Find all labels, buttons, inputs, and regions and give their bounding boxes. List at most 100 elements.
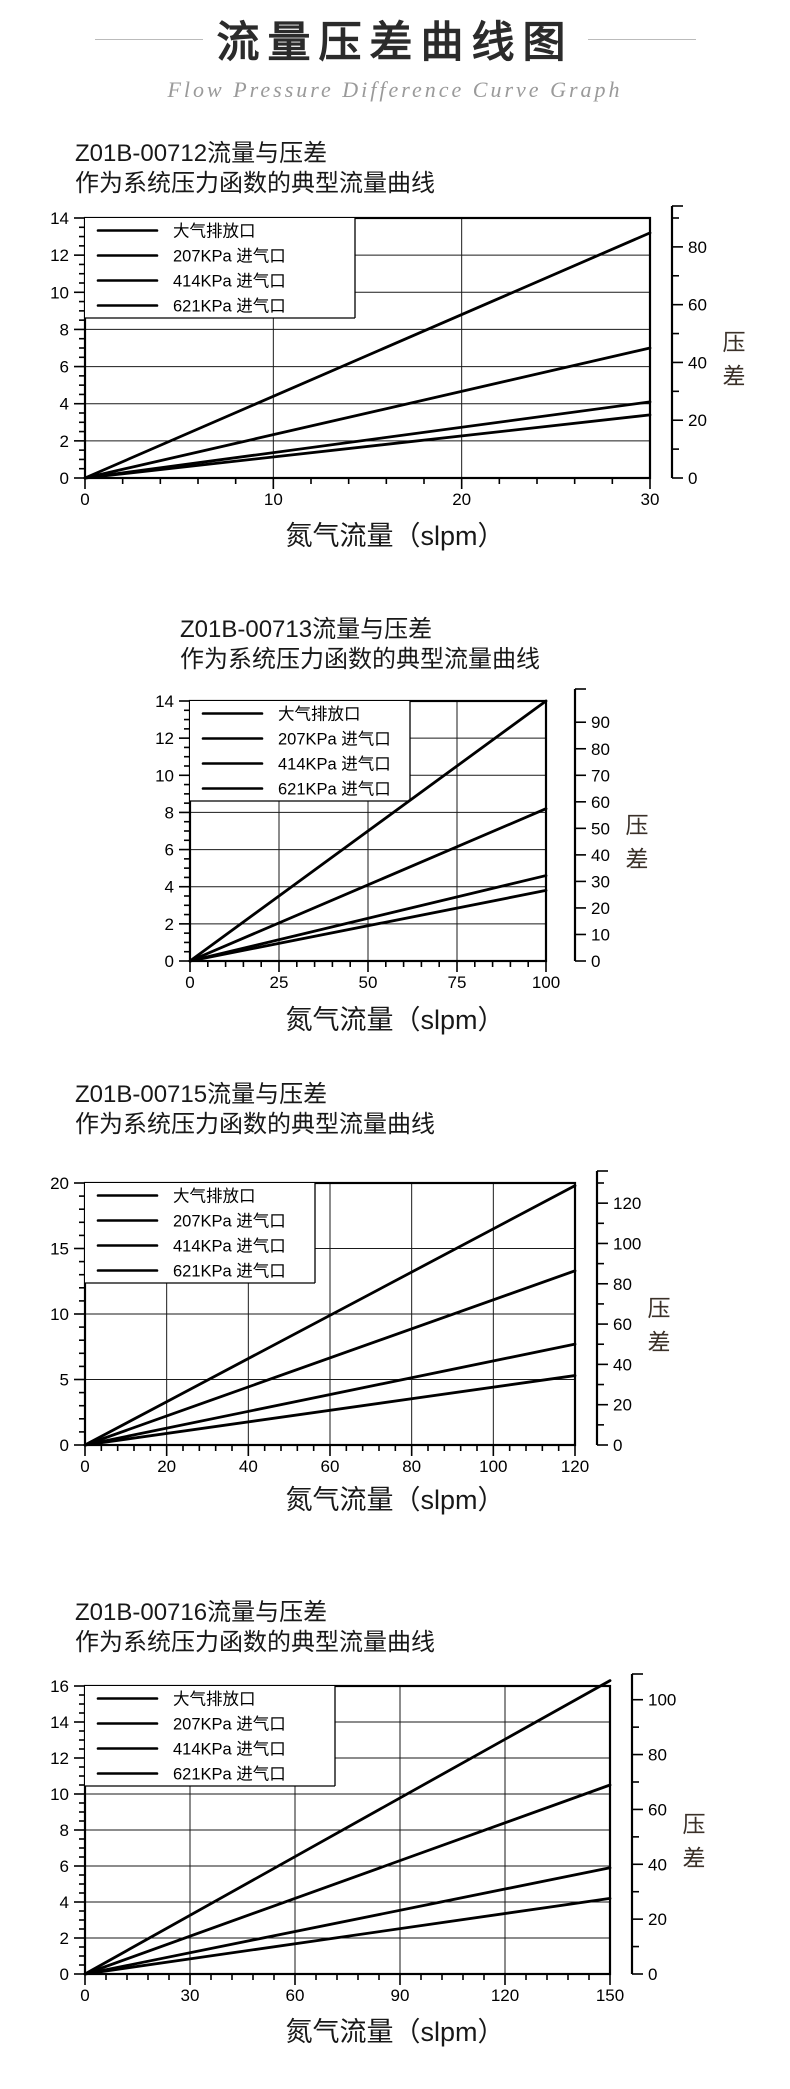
- svg-text:差: 差: [723, 363, 746, 389]
- svg-text:压: 压: [683, 1811, 706, 1837]
- svg-text:5: 5: [60, 1371, 69, 1390]
- svg-text:120: 120: [561, 1457, 589, 1476]
- svg-text:100: 100: [479, 1457, 507, 1476]
- svg-text:0: 0: [185, 973, 194, 992]
- svg-text:414KPa 进气口: 414KPa 进气口: [173, 272, 286, 291]
- svg-text:40: 40: [239, 1457, 258, 1476]
- svg-text:差: 差: [626, 846, 649, 872]
- svg-text:621KPa 进气口: 621KPa 进气口: [173, 1765, 286, 1784]
- svg-text:30: 30: [591, 872, 610, 891]
- svg-text:120: 120: [491, 1986, 519, 2005]
- svg-text:0: 0: [591, 952, 600, 971]
- svg-text:90: 90: [391, 1986, 410, 2005]
- svg-text:60: 60: [591, 793, 610, 812]
- svg-text:2: 2: [60, 1929, 69, 1948]
- svg-text:80: 80: [648, 1746, 667, 1765]
- svg-text:80: 80: [591, 740, 610, 759]
- svg-text:压: 压: [648, 1295, 671, 1321]
- svg-text:414KPa 进气口: 414KPa 进气口: [173, 1740, 286, 1759]
- svg-text:100: 100: [532, 973, 560, 992]
- svg-text:15: 15: [50, 1240, 69, 1259]
- svg-text:10: 10: [50, 283, 69, 302]
- svg-text:大气排放口: 大气排放口: [173, 1690, 256, 1709]
- svg-text:大气排放口: 大气排放口: [278, 705, 361, 724]
- svg-text:20: 20: [648, 1910, 667, 1929]
- svg-text:0: 0: [688, 469, 697, 488]
- svg-text:压: 压: [723, 329, 746, 355]
- svg-text:16: 16: [50, 1677, 69, 1696]
- svg-text:8: 8: [60, 320, 69, 339]
- svg-text:压: 压: [626, 812, 649, 838]
- svg-text:2: 2: [60, 432, 69, 451]
- svg-text:大气排放口: 大气排放口: [173, 222, 256, 241]
- svg-text:4: 4: [60, 395, 69, 414]
- svg-text:14: 14: [155, 692, 174, 711]
- svg-text:207KPa 进气口: 207KPa 进气口: [173, 247, 286, 266]
- svg-text:6: 6: [165, 841, 174, 860]
- svg-text:70: 70: [591, 766, 610, 785]
- svg-text:0: 0: [60, 1436, 69, 1455]
- svg-text:20: 20: [50, 1174, 69, 1193]
- svg-text:6: 6: [60, 1857, 69, 1876]
- svg-text:12: 12: [50, 246, 69, 265]
- svg-text:621KPa 进气口: 621KPa 进气口: [278, 780, 391, 799]
- svg-text:120: 120: [613, 1194, 641, 1213]
- svg-text:0: 0: [613, 1436, 622, 1455]
- svg-text:0: 0: [648, 1965, 657, 1984]
- svg-text:8: 8: [165, 803, 174, 822]
- svg-text:90: 90: [591, 713, 610, 732]
- svg-text:414KPa 进气口: 414KPa 进气口: [173, 1237, 286, 1256]
- svg-text:621KPa 进气口: 621KPa 进气口: [173, 297, 286, 316]
- svg-text:60: 60: [321, 1457, 340, 1476]
- svg-text:4: 4: [60, 1893, 69, 1912]
- svg-text:80: 80: [402, 1457, 421, 1476]
- svg-text:10: 10: [155, 766, 174, 785]
- svg-text:80: 80: [688, 238, 707, 257]
- svg-text:60: 60: [613, 1315, 632, 1334]
- svg-text:大气排放口: 大气排放口: [173, 1187, 256, 1206]
- svg-text:0: 0: [80, 1457, 89, 1476]
- svg-text:40: 40: [688, 353, 707, 372]
- svg-text:10: 10: [591, 925, 610, 944]
- svg-text:50: 50: [359, 973, 378, 992]
- svg-text:20: 20: [157, 1457, 176, 1476]
- svg-text:80: 80: [613, 1275, 632, 1294]
- svg-text:0: 0: [165, 952, 174, 971]
- svg-text:60: 60: [688, 296, 707, 315]
- svg-text:0: 0: [80, 490, 89, 509]
- svg-text:0: 0: [60, 1965, 69, 1984]
- svg-text:100: 100: [648, 1691, 676, 1710]
- svg-text:10: 10: [50, 1785, 69, 1804]
- svg-text:150: 150: [596, 1986, 624, 2005]
- svg-text:8: 8: [60, 1821, 69, 1840]
- svg-text:40: 40: [613, 1355, 632, 1374]
- svg-text:4: 4: [165, 878, 174, 897]
- svg-text:2: 2: [165, 915, 174, 934]
- svg-text:60: 60: [648, 1800, 667, 1819]
- svg-text:414KPa 进气口: 414KPa 进气口: [278, 755, 391, 774]
- svg-text:差: 差: [648, 1329, 671, 1355]
- svg-text:20: 20: [591, 899, 610, 918]
- svg-text:50: 50: [591, 819, 610, 838]
- svg-text:207KPa 进气口: 207KPa 进气口: [278, 730, 391, 749]
- svg-text:207KPa 进气口: 207KPa 进气口: [173, 1212, 286, 1231]
- svg-text:20: 20: [452, 490, 471, 509]
- svg-text:207KPa 进气口: 207KPa 进气口: [173, 1715, 286, 1734]
- svg-text:100: 100: [613, 1234, 641, 1253]
- svg-text:30: 30: [641, 490, 660, 509]
- svg-text:10: 10: [264, 490, 283, 509]
- svg-text:40: 40: [648, 1855, 667, 1874]
- svg-text:40: 40: [591, 846, 610, 865]
- svg-text:20: 20: [688, 411, 707, 430]
- svg-text:14: 14: [50, 1713, 69, 1732]
- svg-text:10: 10: [50, 1305, 69, 1324]
- svg-text:6: 6: [60, 358, 69, 377]
- svg-text:30: 30: [181, 1986, 200, 2005]
- svg-text:621KPa 进气口: 621KPa 进气口: [173, 1262, 286, 1281]
- svg-text:差: 差: [683, 1845, 706, 1871]
- svg-text:0: 0: [60, 469, 69, 488]
- svg-text:20: 20: [613, 1396, 632, 1415]
- svg-text:12: 12: [50, 1749, 69, 1768]
- svg-text:25: 25: [270, 973, 289, 992]
- svg-text:60: 60: [286, 1986, 305, 2005]
